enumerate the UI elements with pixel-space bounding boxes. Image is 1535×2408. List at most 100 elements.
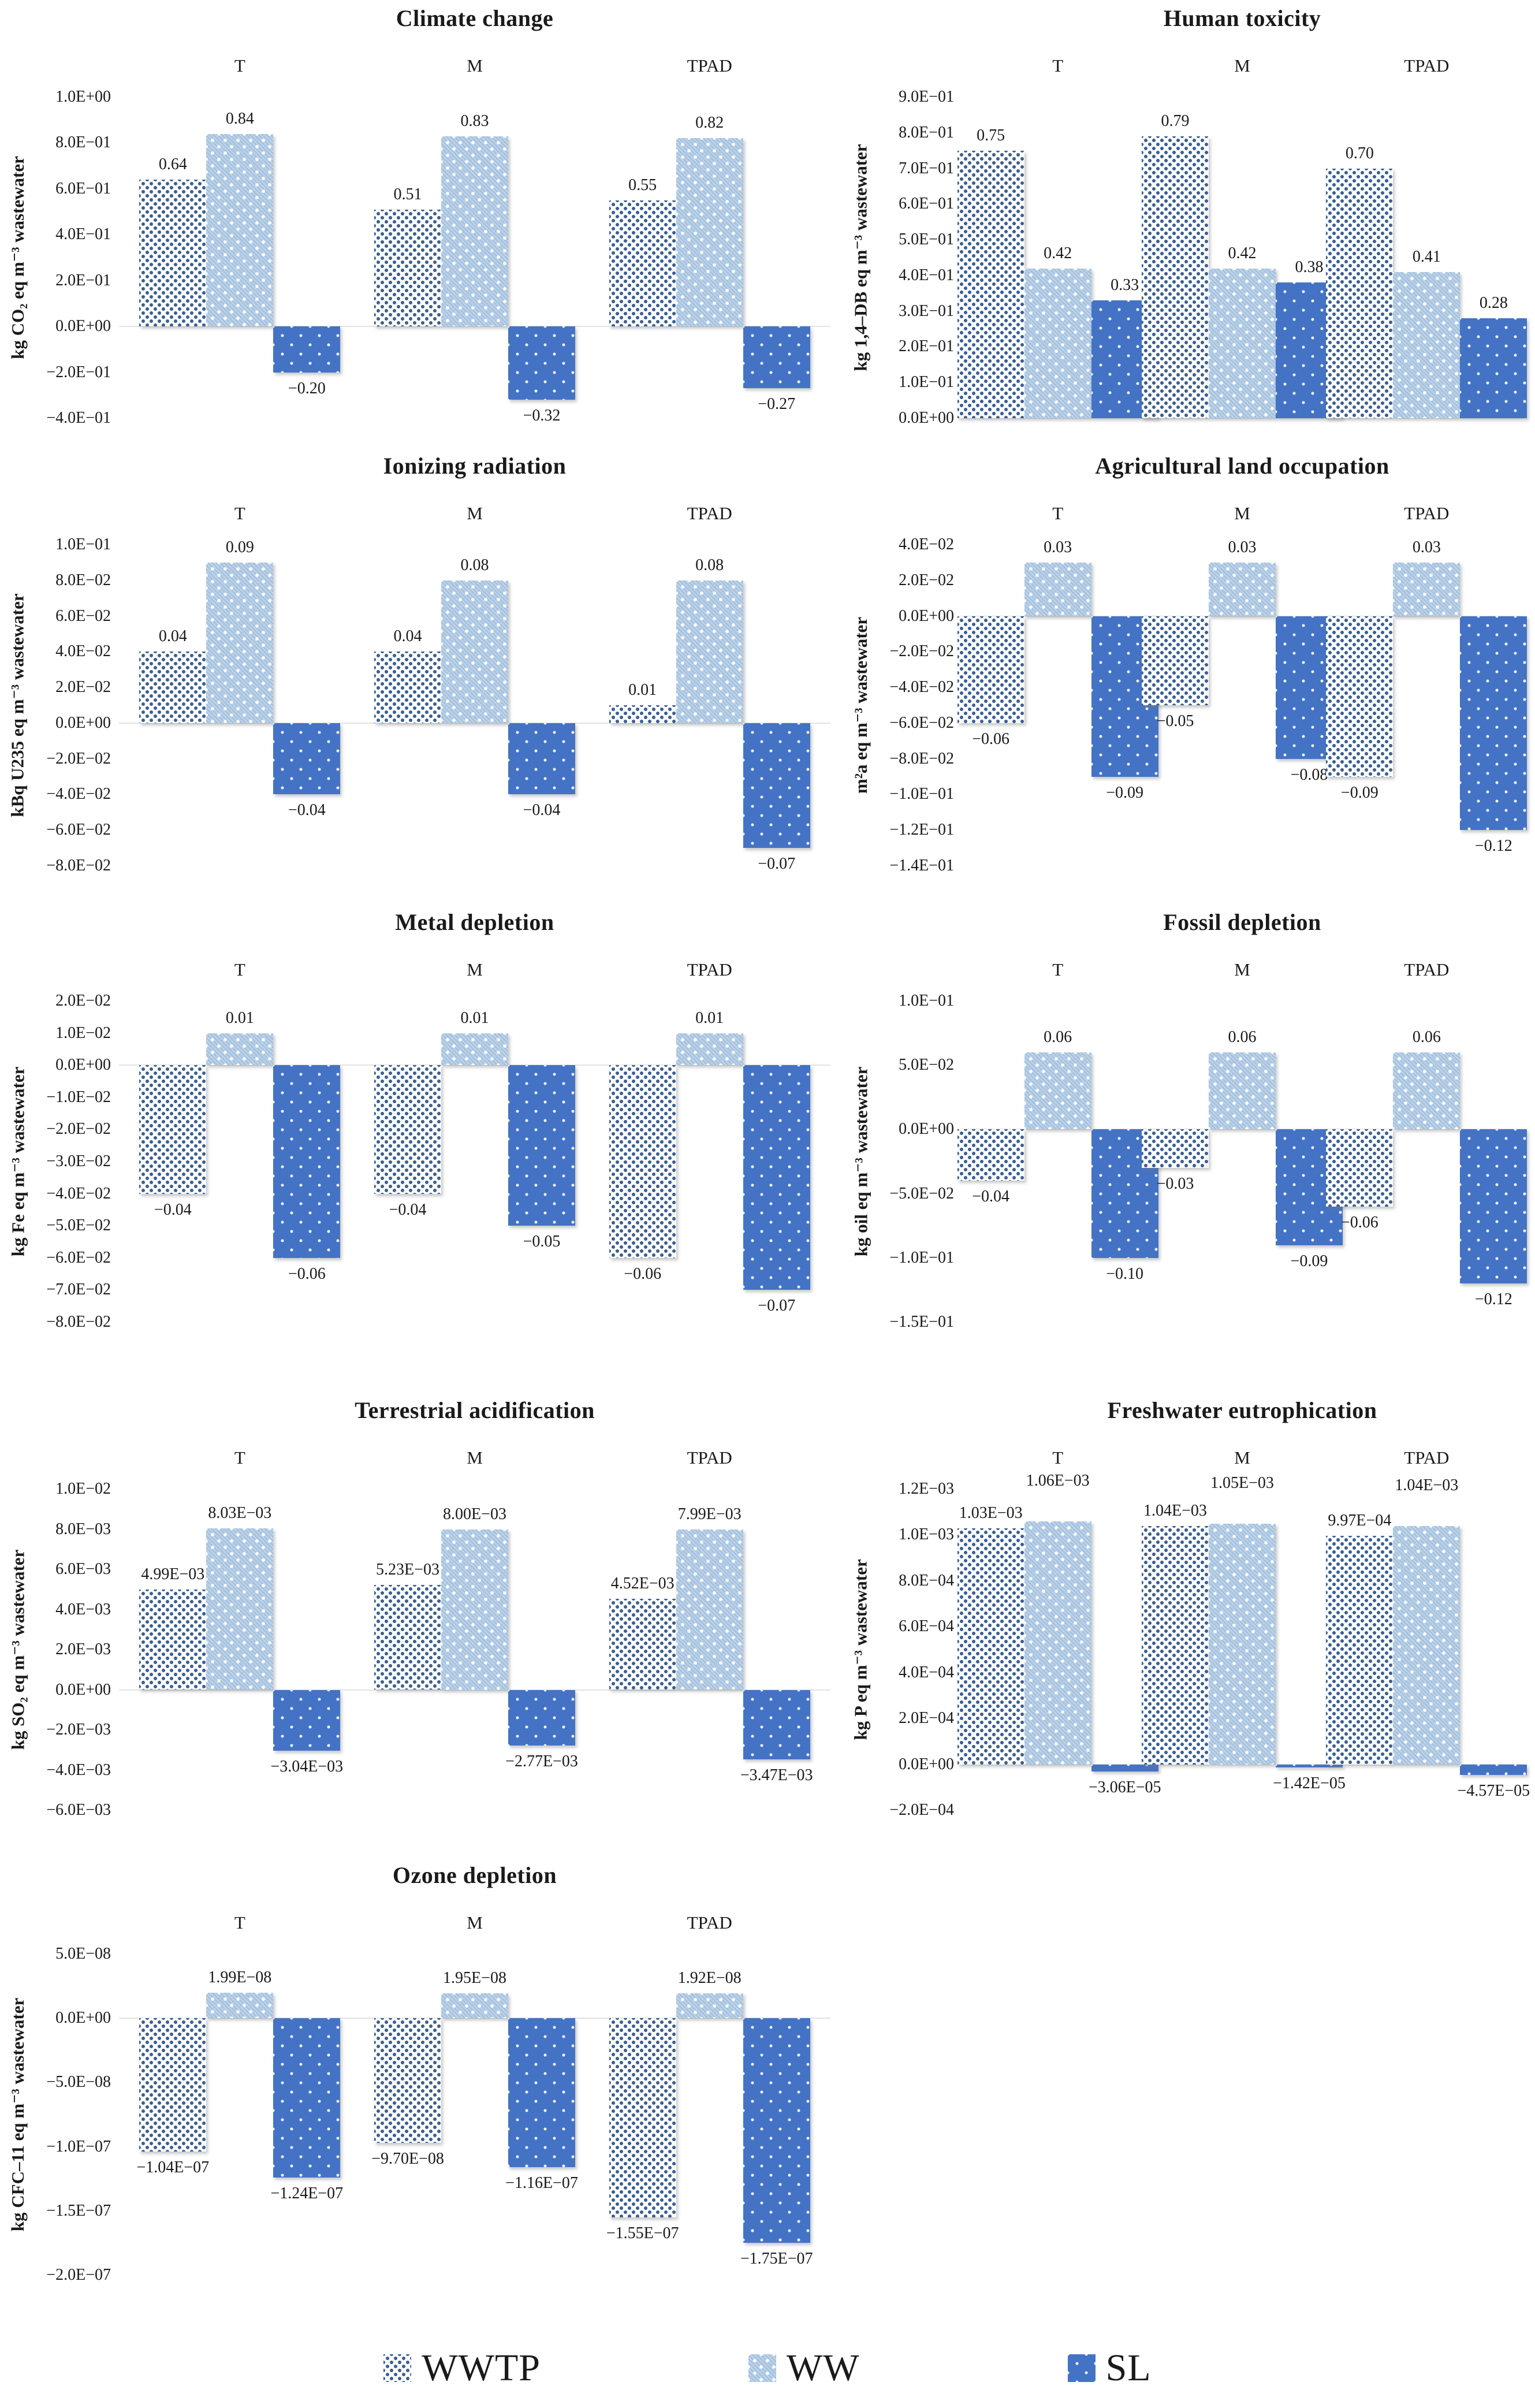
chart-panel-agricultural-land-occupation: Agricultural land occupation m²a eq m⁻³ w… — [843, 448, 1535, 904]
group-label-m: M — [1234, 1447, 1250, 1468]
bar-value-label: 8.03E−03 — [208, 1504, 272, 1523]
bar-ww-m — [441, 1993, 508, 2019]
bar-value-label: −0.06 — [1340, 1213, 1378, 1231]
bar-group-t: 0.04 0.09 −0.04 — [122, 538, 357, 866]
bar-sl-t — [273, 2018, 341, 2178]
bar-value-label: 1.04E−03 — [1395, 1476, 1459, 1494]
y-tick-label: −6.0E−02 — [46, 821, 111, 839]
legend-swatch-wwtp — [383, 2354, 412, 2382]
bar-group-tpad: −0.09 0.03 −0.12 — [1326, 538, 1527, 866]
bar-value-label: −3.06E−05 — [1088, 1778, 1161, 1796]
y-tick-label: −6.0E−03 — [46, 1801, 111, 1819]
y-tick-label: 9.0E−01 — [899, 88, 954, 106]
group-label-t: T — [234, 959, 245, 980]
plot-area: −0.04 0.01 −0.06 −0.04 0.01 −0.05 −0.06 0.01 −0.… — [119, 1001, 830, 1322]
bar-value-label: −0.09 — [1106, 783, 1144, 802]
y-axis-label: kg CO₂ eq m⁻³ wastewater — [8, 156, 28, 359]
bar-sl-t — [1091, 1129, 1158, 1258]
bar-value-label: 0.08 — [460, 556, 489, 574]
bar-ww-tpad — [1393, 1052, 1461, 1130]
bar-value-label: 0.64 — [158, 155, 187, 173]
bar-value-label: 0.01 — [695, 1008, 724, 1027]
y-axis-label: kg 1,4–DB eq m⁻³ wastewater — [851, 144, 871, 371]
legend-swatch-ww — [748, 2354, 776, 2382]
y-tick-label: 2.0E−04 — [899, 1709, 954, 1728]
y-tick-label: 5.0E−08 — [55, 1945, 111, 1963]
group-label-m: M — [467, 55, 483, 76]
bar-value-label: 0.70 — [1345, 144, 1374, 162]
bar-value-label: 0.28 — [1479, 294, 1508, 312]
bar-wwtp-t — [139, 2018, 207, 2152]
bar-value-label: −0.04 — [523, 801, 561, 820]
bar-group-t: 0.75 0.42 0.33 — [957, 97, 1158, 418]
bar-value-label: −0.32 — [523, 407, 561, 425]
plot-area: 0.75 0.42 0.33 0.79 0.42 0.38 0.70 0.41 0.28 — [957, 97, 1527, 419]
group-label-m: M — [467, 959, 483, 980]
group-label-m: M — [1234, 55, 1250, 76]
bar-sl-t — [273, 1065, 341, 1258]
y-axis-label-wrap: kg 1,4–DB eq m⁻³ wastewater — [843, 97, 879, 418]
group-label-tpad: TPAD — [687, 503, 732, 523]
bar-ww-t — [1024, 562, 1091, 616]
bar-wwtp-tpad — [1326, 168, 1394, 418]
group-label-t: T — [234, 1447, 245, 1468]
empty-cell — [843, 1857, 1535, 2328]
bar-value-label: −2.77E−03 — [505, 1752, 578, 1770]
group-label-t: T — [1052, 959, 1064, 980]
bar-sl-t — [1091, 1764, 1158, 1771]
bar-sl-tpad — [743, 723, 810, 848]
group-header: T M TPAD — [966, 959, 1519, 985]
chart-panel-freshwater-eutrophication: Freshwater eutrophication kg P eq m⁻³ was… — [843, 1392, 1535, 1857]
y-tick-label: 4.0E−02 — [55, 642, 111, 661]
y-axis-label: kg Fe eq m⁻³ wastewater — [8, 1066, 28, 1257]
bar-value-label: −4.57E−05 — [1457, 1781, 1530, 1800]
bar-sl-m — [508, 1065, 575, 1226]
bar-sl-m — [508, 326, 575, 400]
y-axis-ticks: 1.0E−02 8.0E−03 6.0E−03 4.0E−03 2.0E−03 0.0E+… — [36, 1392, 114, 1857]
y-tick-label: 1.0E−01 — [899, 992, 954, 1010]
y-tick-label: −2.0E−07 — [46, 2266, 111, 2284]
y-tick-label: −6.0E−02 — [46, 1248, 111, 1267]
bar-value-label: 0.04 — [393, 627, 422, 646]
group-label-tpad: TPAD — [687, 55, 732, 76]
bar-sl-tpad — [743, 1065, 810, 1290]
y-tick-label: 0.0E+00 — [55, 1056, 111, 1074]
bar-ww-m — [1208, 562, 1276, 616]
bar-group-m: −0.03 0.06 −0.09 — [1142, 1001, 1343, 1322]
bar-group-tpad: 0.55 0.82 −0.27 — [592, 97, 827, 418]
legend-item-ww: WW — [748, 2346, 860, 2390]
y-tick-label: −1.5E−07 — [46, 2201, 111, 2220]
group-label-tpad: TPAD — [1404, 503, 1450, 523]
y-tick-label: 6.0E−01 — [899, 195, 954, 213]
y-tick-label: 6.0E−02 — [55, 606, 111, 625]
y-tick-label: 5.0E−01 — [899, 230, 954, 249]
y-tick-label: −1.5E−01 — [889, 1313, 954, 1331]
bar-value-label: 0.01 — [225, 1008, 254, 1027]
y-axis-label: kg P eq m⁻³ wastewater — [851, 1559, 871, 1740]
bar-group-m: 5.23E−03 8.00E−03 −2.77E−03 — [357, 1489, 593, 1810]
bar-group-t: 0.64 0.84 −0.20 — [122, 97, 357, 418]
y-tick-label: 8.0E−04 — [899, 1571, 954, 1590]
bar-group-t: −0.04 0.01 −0.06 — [122, 1001, 357, 1322]
bar-ww-tpad — [676, 1993, 743, 2019]
y-tick-label: 0.0E+00 — [55, 2009, 111, 2027]
bar-ww-t — [1024, 268, 1091, 418]
bar-value-label: 0.03 — [1228, 538, 1257, 556]
group-label-tpad: TPAD — [687, 1912, 732, 1933]
y-tick-label: −8.0E−02 — [46, 1313, 111, 1331]
legend-item-sl: SL — [1067, 2346, 1152, 2390]
bar-ww-m — [1208, 1523, 1276, 1765]
group-label-tpad: TPAD — [1404, 55, 1450, 76]
bar-value-label: −0.03 — [1156, 1175, 1194, 1193]
bar-value-label: 0.82 — [695, 114, 724, 132]
bar-wwtp-m — [1142, 136, 1209, 418]
bar-value-label: 1.95E−08 — [443, 1968, 506, 1987]
y-axis-label: kBq U235 eq m⁻³ wastewater — [8, 593, 28, 817]
y-tick-label: −3.0E−02 — [46, 1152, 111, 1170]
bar-value-label: 1.04E−03 — [1143, 1501, 1207, 1520]
group-label-m: M — [1234, 503, 1250, 523]
zero-gridline — [962, 1129, 1522, 1130]
chart-panel-fossil-depletion: Fossil depletion kg oil eq m⁻³ wastewater… — [843, 904, 1535, 1392]
bar-value-label: −0.06 — [972, 730, 1010, 748]
bar-wwtp-m — [1142, 1525, 1209, 1765]
